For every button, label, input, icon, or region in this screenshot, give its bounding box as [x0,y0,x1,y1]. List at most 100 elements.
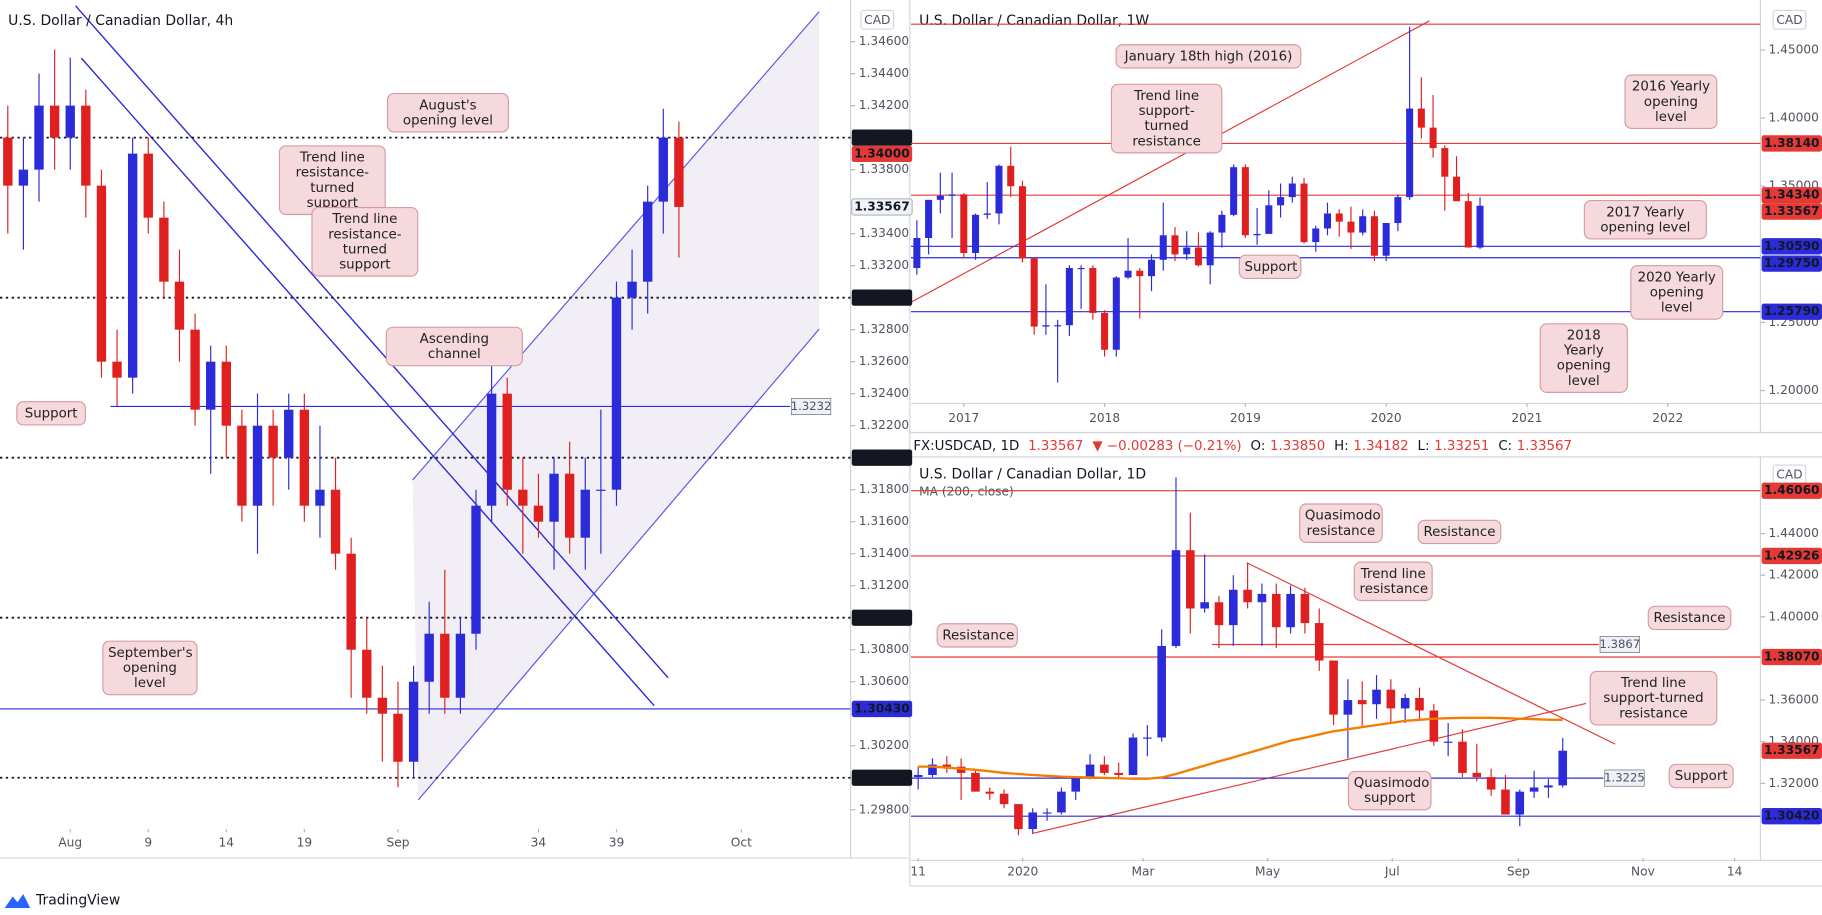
candle-body [1515,791,1525,815]
x-tick-label: Sep [1507,864,1530,878]
price-tag-label: 1.42926 [1764,548,1820,562]
price-tag-label: 1.29750 [1764,256,1820,270]
candle-body [1089,267,1097,313]
candle-body [1300,593,1310,624]
level-box-label: 1.3225 [1604,771,1645,785]
y-tick-label: 1.44000 [1769,526,1819,540]
price-tag-label: 1.38070 [1764,649,1820,663]
x-tick-label: Sep [386,835,409,849]
annotation: Support [16,401,86,426]
candle-body [913,774,923,778]
candle-body [1441,148,1449,177]
candle-body [658,137,668,202]
annotation: Ascending channel [385,326,523,367]
price-tag [851,769,913,786]
candle-body [913,238,921,268]
candle-body [1007,165,1015,187]
price-tag [851,449,913,466]
candle-body [580,489,590,538]
candle-body [960,194,968,253]
y-tick-label: 1.32800 [859,322,909,336]
candle-body [549,473,559,522]
candle-body [1277,197,1285,206]
candle-body [315,489,325,506]
y-tick-label: 1.32600 [859,354,909,368]
y-tick-label: 1.32000 [1769,776,1819,790]
candle-body [999,793,1009,805]
x-tick-label: 2020 [1007,864,1038,878]
y-tick-label: 1.33400 [859,226,909,240]
candle-body [393,713,403,762]
price-tag [1761,203,1822,220]
ohlc-key: H: [1334,437,1349,454]
candle-body [971,772,980,792]
x-tick-label: 2018 [1089,411,1120,425]
brand[interactable]: TradingView [4,892,121,909]
candle-body [942,764,952,767]
y-tick-label: 1.36000 [1769,693,1819,707]
candle-body [1271,593,1281,628]
candle-body [1486,777,1496,790]
currency-box [860,9,895,30]
trend-line [911,20,1430,303]
price-tag [1761,648,1822,666]
candle-body [65,105,75,138]
candle-body [1228,589,1238,626]
candle-body [237,425,247,506]
level-box-label: 1.3232 [791,399,832,413]
price-tag [1761,255,1822,272]
candle-body [1501,789,1510,815]
x-tick-label: Jul [1384,864,1400,878]
candle-body [1558,750,1568,786]
price-tag [1761,482,1822,499]
x-tick-label: 14 [219,835,235,849]
candle-body [1394,197,1402,224]
candle-body [1183,247,1191,255]
price-tag [1761,135,1822,152]
annotation: Support [1238,254,1302,280]
candle-body [1300,183,1308,243]
price-tag-label: 1.34000 [854,146,910,160]
price-tag-label: 1.34340 [1764,188,1820,202]
level-box-label: 1.3867 [1600,637,1641,651]
candle-body [1288,183,1296,198]
annotation: Support [1668,763,1734,789]
annotation: Trend line resistance-turned support [311,206,419,277]
candle-body [3,137,13,186]
y-tick-label: 1.33200 [859,258,909,272]
last-price: 1.33567 [1028,437,1084,454]
candle-body [1458,741,1467,773]
candle-body [1171,235,1179,255]
annotation: Trend line resistance [1353,561,1433,602]
y-tick-label: 1.30200 [859,738,909,752]
candle-body [1100,764,1109,773]
price-tag-label: 1.25790 [1764,304,1820,318]
y-tick-label: 1.45000 [1769,42,1819,56]
candle-body [1323,213,1332,229]
x-tick-label: 2017 [948,411,979,425]
y-tick-label: 1.34600 [859,34,909,48]
candle-body [1018,186,1026,259]
y-tick-label: 1.32400 [859,386,909,400]
candle-body [972,214,980,253]
candle-body [1124,270,1132,278]
price-tag [851,198,913,216]
trend-line [1246,562,1616,745]
candle-body [1314,623,1324,661]
candle-body [18,169,29,186]
candle-body [1030,258,1038,327]
candle-body [377,697,388,714]
candle-body [1014,804,1023,830]
level-box [1599,636,1640,653]
candle-body [81,105,91,186]
candle-body [1386,689,1396,709]
candle-body [190,329,200,410]
candle-body [268,425,278,458]
plot [911,477,1761,836]
price-tag-label: 1.30590 [1764,239,1820,253]
candle-body [1400,697,1410,709]
candle-body [1241,167,1249,236]
price-tag-label: 1.34000 [854,130,910,144]
candle-body [471,505,481,634]
symbol: FX:USDCAD, 1D [913,437,1020,454]
